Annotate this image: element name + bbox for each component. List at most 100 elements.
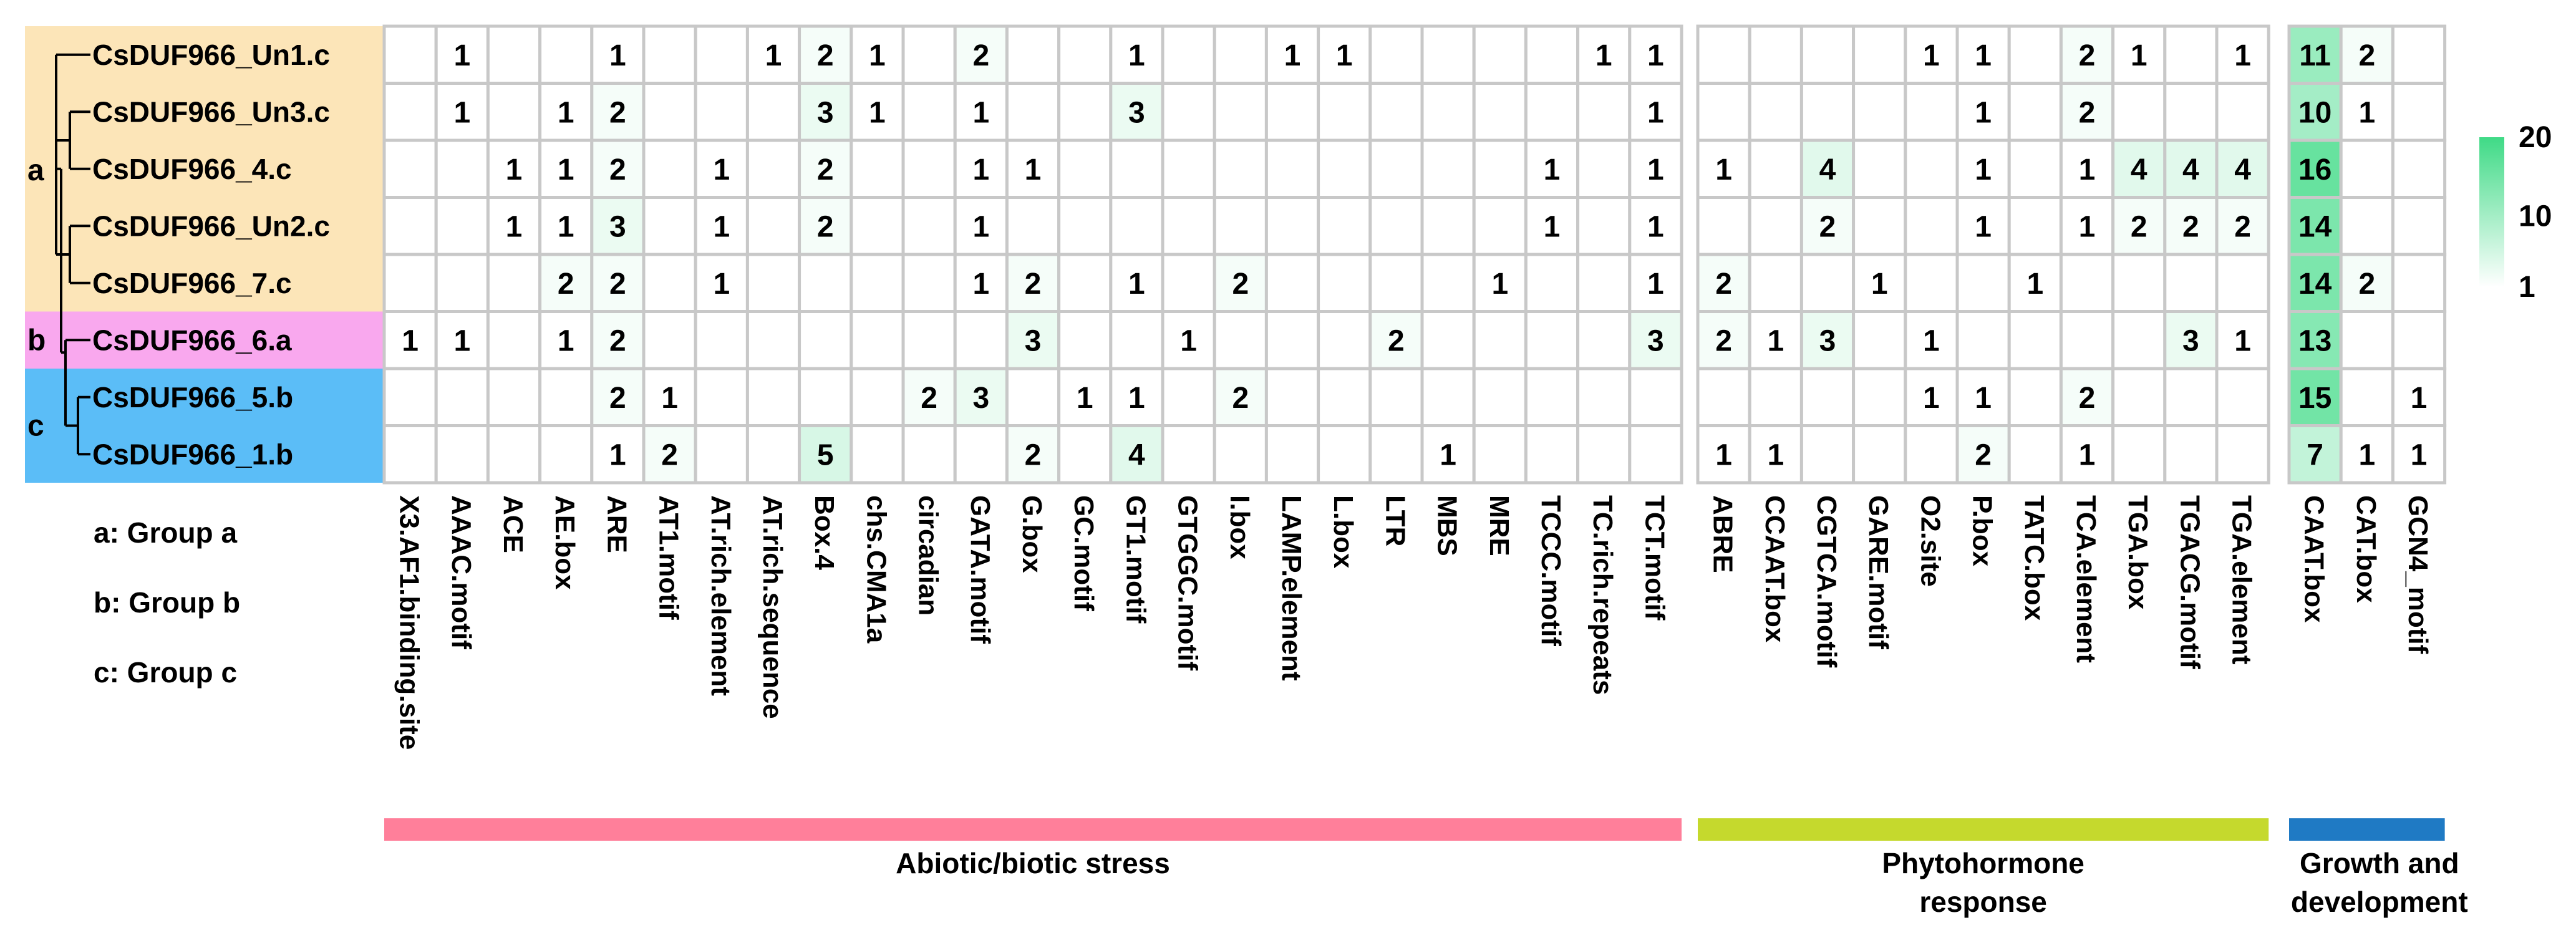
heatmap-cell [642,138,697,199]
heatmap-cell [1005,424,1061,485]
heatmap-cell [1748,24,1803,85]
heatmap-cell [1368,82,1424,142]
heatmap-cell [953,424,1009,485]
heatmap-cell [1472,424,1528,485]
heatmap-cell [2391,253,2447,313]
motif-label: CAAT.box [2299,495,2330,623]
heatmap-cell [434,424,490,485]
heatmap-cell [1472,24,1528,85]
cell-value: 2 [609,96,626,129]
heatmap-cell [1368,424,1424,485]
heatmap-cell [2215,24,2270,85]
heatmap-cell [694,196,749,256]
heatmap-cell [1799,24,1856,85]
colorbar-tick: 1 [2519,271,2535,304]
heatmap-cell [1799,253,1856,313]
heatmap-cell [798,82,853,142]
heatmap-cells: 1 1 1 2 1 2 1 1 1 1 1 1 1 2 1 1 11 21 1 2 3 1 1 3 1 1 2 10 11 1 2 1 2 1 1 1… [382,24,2447,485]
cell-value: 2 [817,210,834,243]
cell-value: 1 [1025,153,1042,186]
cell-value: 1 [1128,39,1145,72]
heatmap-cell [798,310,853,370]
cell-value: 2 [1388,324,1405,357]
heatmap-cell [1005,196,1061,256]
cell-value: 2 [2182,210,2199,243]
cell-value: 1 [1923,39,1940,72]
heatmap-cell [590,82,646,142]
heatmap-cell [694,310,749,370]
cell-value: 3 [972,382,989,415]
heatmap-cell [1317,424,1372,485]
group-legend: a: Group a b: Group b c: Group c [94,516,240,689]
heatmap-cell [1576,310,1632,370]
cell-value: 2 [558,268,574,301]
heatmap-cell [1317,82,1372,142]
heatmap-cell [745,82,801,142]
heatmap-cell [1317,367,1372,427]
heatmap-cell [1955,310,2011,370]
heatmap-cell [901,196,957,256]
motif-label: TGACG.motif [2174,495,2205,669]
heatmap-cell [901,138,957,199]
heatmap-cell [1628,424,1683,485]
cell-value: 14 [2298,268,2332,301]
motif-label: GT1.motif [1120,495,1151,624]
cell-value: 1 [713,210,730,243]
heatmap-cell [1317,138,1372,199]
heatmap-cell [434,253,490,313]
cell-value: 1 [1767,324,1784,357]
cell-value: 4 [1819,153,1836,186]
heatmap-cell [2339,196,2394,256]
cell-value: 1 [1544,153,1561,186]
cell-value: 2 [1232,268,1249,301]
cell-value: 1 [1975,153,1992,186]
heatmap-cell [434,196,490,256]
motif-label: AE.box [550,495,580,590]
motif-label: P.box [1967,495,1998,567]
heatmap-cell [1264,138,1320,199]
cell-value: 2 [1025,268,1042,301]
heatmap-cell [694,367,749,427]
heatmap-cell [953,82,1009,142]
heatmap-cell [745,310,801,370]
heatmap-cell [1576,196,1632,256]
heatmap-cell [1368,253,1424,313]
cell-value: 13 [2298,324,2331,357]
cell-value: 1 [2079,210,2096,243]
heatmap-cell [1057,196,1113,256]
heatmap-cell [1852,424,1907,485]
motif-label: MBS [1432,495,1463,556]
heatmap-cell [1213,310,1268,370]
heatmap-cell [1799,82,1856,142]
cell-value: 2 [1025,438,1042,472]
gene-label: CsDUF966_Un2.c [92,210,330,242]
cell-value: 3 [1819,324,1836,357]
heatmap-cell [2215,82,2270,142]
heatmap-cell [2215,367,2270,427]
group-letters: a b c [27,154,46,443]
heatmap-cell [1057,310,1113,370]
cell-value: 1 [1647,210,1664,243]
gene-label: CsDUF966_4.c [92,153,292,185]
legend-entry: b: Group b [94,586,240,619]
heatmap-cell [2391,138,2447,199]
motif-label: circadian [913,495,944,616]
heatmap-cell [2111,310,2167,370]
heatmap-cell [486,367,542,427]
heatmap-cell [538,424,594,485]
heatmap-cell [1161,196,1216,256]
heatmap-cell [1264,310,1320,370]
cell-value: 1 [453,39,470,72]
motif-label: TGA.box [2123,495,2153,610]
gene-label: CsDUF966_Un1.c [92,39,330,71]
heatmap-cell [1368,24,1424,85]
cell-value: 10 [2298,96,2331,129]
cell-value: 16 [2298,153,2331,186]
cell-value: 1 [506,210,523,243]
heatmap-cell [798,24,853,85]
cell-value: 2 [1715,324,1732,357]
heatmap-cell [1904,138,1959,199]
heatmap-cell [2007,24,2063,85]
heatmap-cell [2007,82,2063,142]
heatmap-cell [486,24,542,85]
